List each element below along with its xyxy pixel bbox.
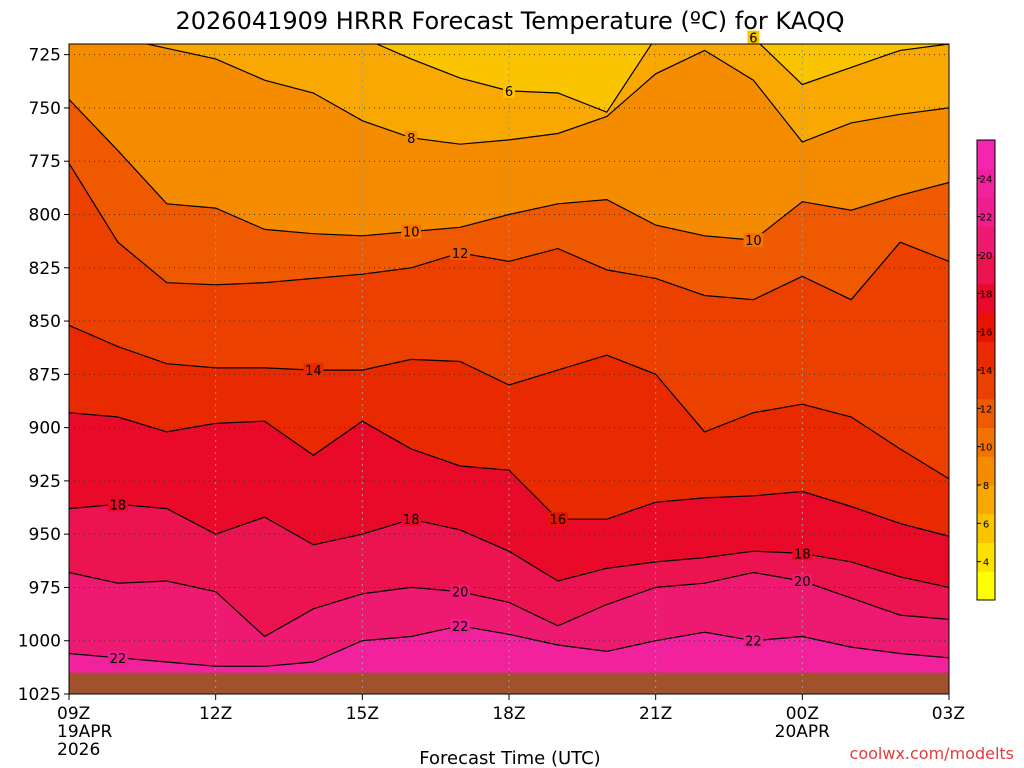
- contour-label-22: 22: [452, 620, 469, 635]
- y-tick-label: 975: [29, 578, 61, 598]
- contour-label-bg: [747, 30, 760, 45]
- x-tick-label: 20APR: [775, 722, 831, 742]
- x-tick-label: 09Z: [57, 704, 90, 724]
- contour-label-bg: [792, 546, 813, 561]
- contour-label-18: 18: [403, 513, 420, 528]
- contour-label-10: 10: [403, 226, 420, 241]
- contour-label-16: 16: [550, 513, 567, 528]
- colorbar-label: 10: [980, 443, 993, 454]
- contour-line-16: [69, 412, 949, 537]
- contour-label-20: 20: [452, 586, 469, 601]
- y-tick-label: 1000: [18, 632, 61, 652]
- colorbar-segment: [977, 255, 995, 285]
- contour-label-22: 22: [745, 635, 762, 650]
- colorbar-segment: [977, 485, 995, 515]
- colorbar-label: 18: [980, 289, 993, 300]
- y-tick-label: 950: [29, 525, 61, 545]
- ground-fill: [69, 672, 949, 694]
- y-tick-label: 825: [29, 259, 61, 279]
- colorbar-segment: [977, 312, 995, 342]
- x-tick-label: 21Z: [639, 704, 672, 724]
- colorbar-label: 22: [980, 213, 993, 224]
- contour-label-14: 14: [305, 364, 322, 379]
- contour-line-22: [69, 625, 949, 667]
- contour-label-bg: [450, 245, 471, 260]
- y-tick-label: 750: [29, 99, 61, 119]
- contour-label-22: 22: [110, 652, 127, 667]
- colorbar-segment: [977, 140, 995, 170]
- contour-label-bg: [107, 497, 128, 512]
- contour-label-bg: [450, 584, 471, 599]
- contour-label-bg: [503, 83, 515, 98]
- contour-label-6: 6: [749, 32, 757, 47]
- colorbar-label: 12: [980, 404, 993, 415]
- colorbar-label: 4: [983, 558, 989, 569]
- colorbar-segment: [977, 341, 995, 371]
- colorbar-segment: [977, 283, 995, 313]
- contour-label-18: 18: [110, 498, 127, 513]
- colorbar-label: 24: [980, 174, 993, 185]
- contour-label-bg: [743, 233, 764, 248]
- y-tick-label: 1025: [18, 685, 61, 705]
- colorbar-segment: [977, 226, 995, 256]
- contour-line-10: [69, 98, 949, 241]
- contour-label-bg: [401, 512, 422, 527]
- y-tick-label: 775: [29, 152, 61, 172]
- contour-label-bg: [303, 363, 324, 378]
- x-axis-label: Forecast Time (UTC): [419, 748, 600, 768]
- surface-ground: [69, 672, 949, 694]
- colorbar-segment: [977, 370, 995, 400]
- y-tick-label: 800: [29, 205, 61, 225]
- contour-label-bg: [405, 130, 418, 145]
- credit-link[interactable]: coolwx.com/modelts: [850, 744, 1014, 763]
- contour-label-bg: [107, 650, 128, 665]
- contour-label-10: 10: [745, 234, 762, 249]
- contour-label-20: 20: [794, 575, 811, 590]
- colorbar-segment: [977, 427, 995, 457]
- contour-labels: 6 6 8 10 10 12 14 16 18 18 18 20 20 22 22 22: [107, 30, 813, 667]
- colorbar-segment: [977, 571, 995, 601]
- contour-line-14: [69, 324, 949, 480]
- x-tick-label: 18Z: [492, 704, 525, 724]
- colorbar-segment: [977, 542, 995, 572]
- colorbar-segment: [977, 168, 995, 198]
- x-tick-label: 00Z: [786, 704, 819, 724]
- grid: [69, 44, 949, 694]
- colorbar-label: 16: [980, 328, 993, 339]
- y-axis: 725 750 775 800 825 850 875 900 925 950 975 1000 102…: [18, 46, 69, 705]
- contour-line-8: [144, 44, 949, 145]
- contour-label-bg: [547, 512, 568, 527]
- y-tick-label: 850: [29, 312, 61, 332]
- colorbar-label: 8: [983, 481, 989, 492]
- x-tick-label: 15Z: [346, 704, 379, 724]
- colorbar-label: 20: [980, 251, 993, 262]
- contour-label-bg: [401, 224, 422, 239]
- x-tick-label: 03Z: [932, 704, 965, 724]
- contour-line-12: [69, 162, 949, 301]
- chart-title: 2026041909 HRRR Forecast Temperature (ºC…: [175, 7, 844, 35]
- x-tick-label: 2026: [57, 740, 100, 760]
- colorbar-segment: [977, 513, 995, 543]
- contour-label-18: 18: [794, 547, 811, 562]
- colorbar-segment: [977, 398, 995, 428]
- colorbar: 4 6 8 10 12 14 16 18 20 22 24: [976, 139, 996, 601]
- contour-label-6: 6: [505, 85, 513, 100]
- contour-label-bg: [450, 618, 471, 633]
- contour-label-8: 8: [407, 132, 415, 147]
- contour-label-12: 12: [452, 247, 469, 262]
- y-tick-label: 875: [29, 365, 61, 385]
- colorbar-label: 14: [980, 366, 993, 377]
- y-tick-label: 900: [29, 419, 61, 439]
- contour-label-bg: [792, 574, 813, 589]
- y-tick-label: 725: [29, 46, 61, 66]
- y-tick-label: 925: [29, 472, 61, 492]
- x-tick-label: 19APR: [57, 722, 113, 742]
- contour-label-bg: [743, 633, 764, 648]
- colorbar-segment: [977, 456, 995, 486]
- colorbar-label: 6: [983, 519, 989, 530]
- colorbar-segment: [977, 197, 995, 227]
- x-tick-label: 12Z: [199, 704, 232, 724]
